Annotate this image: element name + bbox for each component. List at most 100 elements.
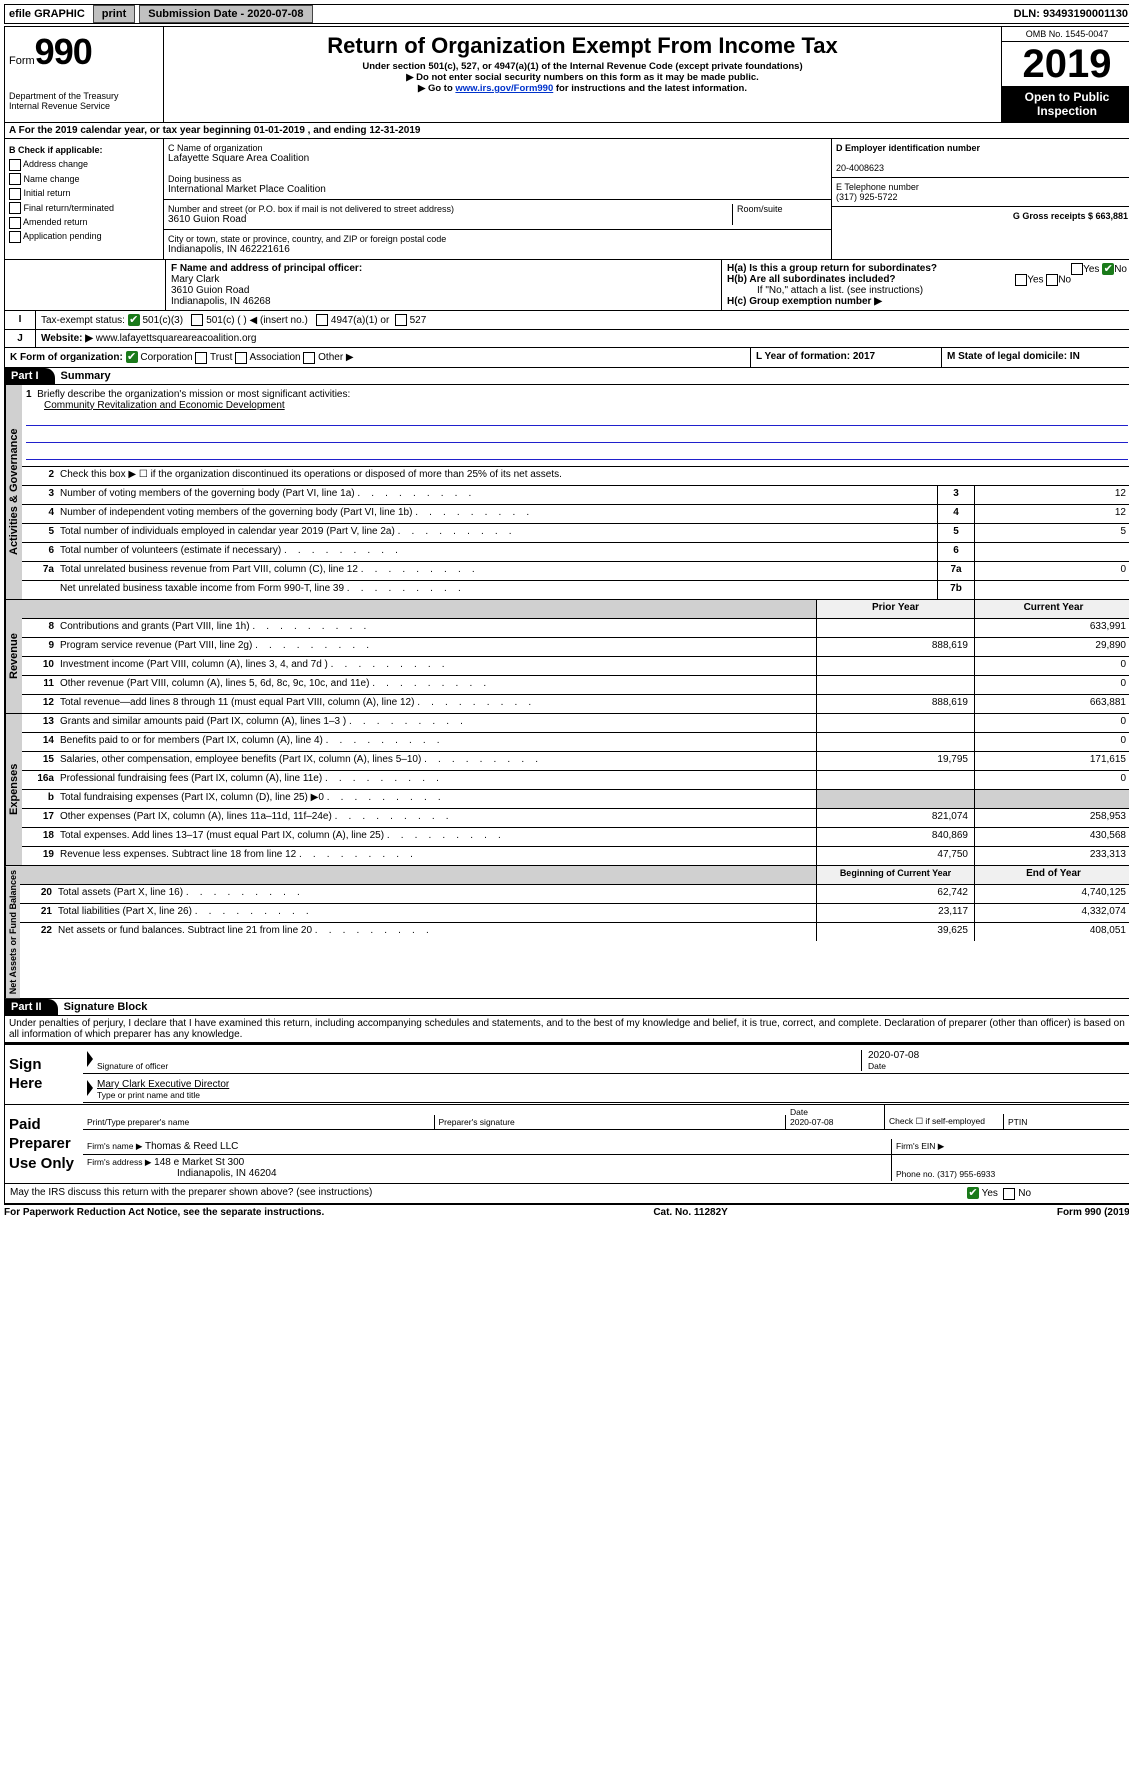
rev-hdr-num (22, 600, 58, 618)
sign-here-block: Sign Here Signature of officer 2020-07-0… (5, 1043, 1129, 1104)
vtab-governance: Activities & Governance (5, 385, 22, 599)
phone-value: (317) 925-5722 (836, 192, 898, 202)
gov-line: 7aTotal unrelated business revenue from … (22, 562, 1129, 581)
irs-link[interactable]: www.irs.gov/Form990 (455, 83, 553, 94)
row-j: J Website: ▶ www.lafayettsquareareacoali… (5, 330, 1129, 348)
gov-line: Net unrelated business taxable income fr… (22, 581, 1129, 599)
cb-4947[interactable] (316, 314, 328, 326)
sig-date-label: Date (868, 1061, 1128, 1071)
sign-here-label: Sign Here (5, 1045, 83, 1104)
officer-name: Mary Clark (171, 274, 219, 285)
part2-header-row: Part II Signature Block (5, 999, 1129, 1016)
row-klm: K Form of organization: Corporation Trus… (5, 348, 1129, 367)
firm-addr: 148 e Market St 300 (154, 1157, 244, 1168)
rule-1 (26, 413, 1128, 426)
h-a-label: H(a) Is this a group return for subordin… (727, 263, 937, 274)
data-line: 19Revenue less expenses. Subtract line 1… (22, 847, 1129, 865)
data-line: 8Contributions and grants (Part VIII, li… (22, 619, 1129, 638)
checkbox-initial-return[interactable] (9, 188, 21, 200)
checkbox-name-change[interactable] (9, 173, 21, 185)
rev-hdr-desc (58, 600, 816, 618)
ha-no-checked[interactable] (1102, 263, 1114, 275)
k-label: K Form of organization: (10, 352, 123, 363)
org-name-label: C Name of organization (168, 143, 827, 153)
tax-status-label: Tax-exempt status: (41, 315, 125, 326)
arrow-icon (87, 1051, 93, 1067)
sig-name: Mary Clark Executive Director (97, 1079, 1128, 1090)
room-label: Room/suite (737, 204, 827, 214)
ha-yes[interactable] (1071, 263, 1083, 275)
data-line: 11Other revenue (Part VIII, column (A), … (22, 676, 1129, 695)
q1-value: Community Revitalization and Economic De… (26, 400, 285, 411)
page-footer: For Paperwork Reduction Act Notice, see … (4, 1205, 1129, 1220)
hb-yes[interactable] (1015, 274, 1027, 286)
vtab-net-assets: Net Assets or Fund Balances (5, 866, 20, 998)
box-b: B Check if applicable: Address change Na… (5, 139, 164, 259)
part1-title: Summary (61, 370, 111, 382)
subtitle-1: Under section 501(c), 527, or 4947(a)(1)… (168, 61, 997, 72)
header-right: OMB No. 1545-0047 2019 Open to Public In… (1001, 27, 1129, 122)
officer-addr1: 3610 Guion Road (171, 285, 249, 296)
hb-no[interactable] (1046, 274, 1058, 286)
cb-527[interactable] (395, 314, 407, 326)
opt-name-change: Name change (24, 174, 80, 184)
checkbox-final-return[interactable] (9, 202, 21, 214)
data-line: 21Total liabilities (Part X, line 26)23,… (20, 904, 1129, 923)
cb-trust[interactable] (195, 352, 207, 364)
opt-4947: 4947(a)(1) or (331, 315, 389, 326)
cb-other[interactable] (303, 352, 315, 364)
form-label: Form (9, 55, 35, 67)
gov-line: 4Number of independent voting members of… (22, 505, 1129, 524)
h-note: If "No," attach a list. (see instruction… (727, 285, 1127, 296)
501c3-checked[interactable] (128, 314, 140, 326)
checkbox-amended[interactable] (9, 217, 21, 229)
col-current-year: Current Year (974, 600, 1129, 618)
footer-mid: Cat. No. 11282Y (653, 1207, 727, 1218)
firm-addr2: Indianapolis, IN 46204 (87, 1168, 277, 1179)
entity-block: B Check if applicable: Address change Na… (5, 139, 1129, 260)
tax-year: 2019 (1002, 42, 1129, 86)
opt-final-return: Final return/terminated (24, 203, 115, 213)
discuss-yes-checked[interactable] (967, 1187, 979, 1199)
ein-value: 20-4008623 (836, 163, 884, 173)
col-beginning: Beginning of Current Year (816, 866, 974, 884)
firm-name-lbl: Firm's name ▶ (87, 1141, 142, 1151)
data-line: 20Total assets (Part X, line 16)62,7424,… (20, 885, 1129, 904)
submission-date-button[interactable]: Submission Date - 2020-07-08 (139, 5, 312, 23)
discuss-no[interactable] (1003, 1188, 1015, 1200)
q2-text: Check this box ▶ ☐ if the organization d… (58, 467, 1129, 485)
form-container: Form990 Department of the Treasury Inter… (4, 26, 1129, 1205)
section-expenses: Expenses 13Grants and similar amounts pa… (5, 714, 1129, 866)
part2-badge: Part II (5, 999, 58, 1015)
data-line: 15Salaries, other compensation, employee… (22, 752, 1129, 771)
opt-pending: Application pending (23, 231, 102, 241)
header-mid: Return of Organization Exempt From Incom… (164, 27, 1001, 122)
officer-label: F Name and address of principal officer: (171, 263, 362, 274)
data-line: 16aProfessional fundraising fees (Part I… (22, 771, 1129, 790)
rule-2 (26, 430, 1128, 443)
opt-amended: Amended return (23, 217, 88, 227)
q1-num: 1 (26, 389, 32, 400)
sig-officer-label: Signature of officer (97, 1061, 861, 1071)
q1-text: Briefly describe the organization's miss… (37, 389, 350, 400)
subtitle-3-pre: ▶ Go to (418, 83, 455, 94)
subtitle-3-post: for instructions and the latest informat… (553, 83, 747, 94)
opt-501c3: 501(c)(3) (142, 315, 183, 326)
cb-501c[interactable] (191, 314, 203, 326)
print-button[interactable]: print (93, 5, 135, 23)
addr-label: Number and street (or P.O. box if mail i… (168, 204, 732, 214)
q2-num: 2 (22, 467, 58, 485)
checkbox-address-change[interactable] (9, 159, 21, 171)
corp-checked[interactable] (126, 351, 138, 363)
cb-assoc[interactable] (235, 352, 247, 364)
irs-label: Internal Revenue Service (9, 101, 159, 111)
data-line: bTotal fundraising expenses (Part IX, co… (22, 790, 1129, 809)
row-i: I Tax-exempt status: 501(c)(3) 501(c) ( … (5, 311, 1129, 330)
checkbox-pending[interactable] (9, 231, 21, 243)
box-b-title: B Check if applicable: (9, 145, 103, 155)
opt-address-change: Address change (23, 159, 88, 169)
part2-title: Signature Block (64, 1001, 148, 1013)
ptin-hdr: PTIN (1004, 1115, 1129, 1129)
row-a-period: A For the 2019 calendar year, or tax yea… (5, 123, 1129, 139)
footer-right: Form 990 (2019) (1057, 1207, 1129, 1218)
